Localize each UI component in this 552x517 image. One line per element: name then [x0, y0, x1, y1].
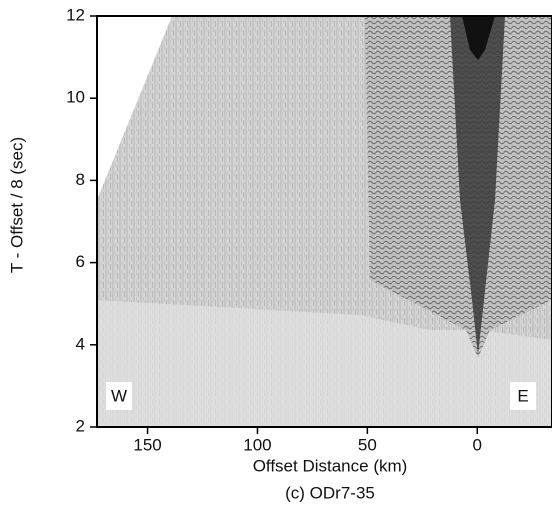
- label-box: [510, 382, 536, 410]
- y-tick-label: 8: [76, 170, 85, 189]
- chart-title: (c) ODr7-35: [285, 483, 375, 502]
- plot-frame: [96, 15, 552, 428]
- y-tick-label: 2: [76, 416, 85, 435]
- y-tick-label: 12: [66, 5, 85, 24]
- annotation: W: [111, 386, 127, 405]
- direct-arrival: [450, 16, 505, 355]
- x-axis-label: Offset Distance (km): [253, 456, 408, 475]
- x-tick-label: 0: [473, 435, 482, 454]
- y-axis-label: T - Offset / 8 (sec): [7, 137, 26, 273]
- apex-arrival: [462, 16, 495, 60]
- y-tick-label: 10: [66, 88, 85, 107]
- arrival-fan: [365, 16, 552, 358]
- x-tick-label: 50: [358, 435, 377, 454]
- y-tick-label: 4: [76, 334, 85, 353]
- blank-wedge: [97, 16, 172, 200]
- seismic-image: [97, 16, 552, 427]
- annotation: E: [517, 386, 528, 405]
- lighter-zone: [97, 300, 552, 427]
- label-box: [106, 382, 132, 410]
- x-tick-label: 100: [243, 435, 271, 454]
- x-tick-label: 150: [133, 435, 161, 454]
- y-tick-label: 6: [76, 252, 85, 271]
